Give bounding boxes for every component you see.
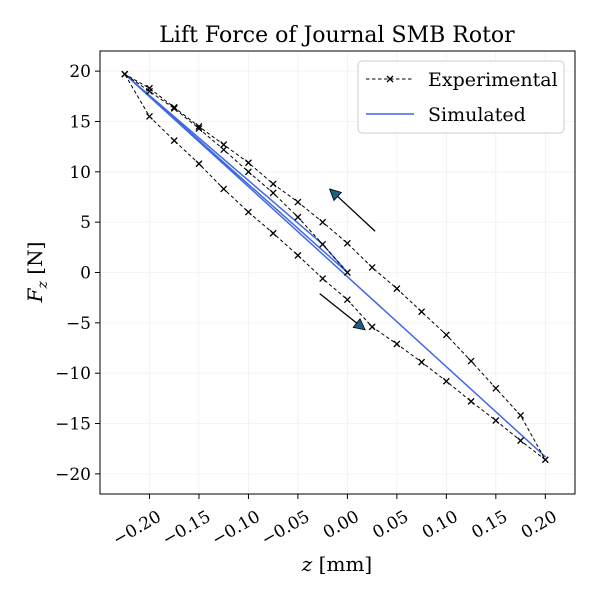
experimental-point-43 xyxy=(121,70,129,78)
experimental-point-23 xyxy=(467,397,475,405)
arrow-head-0 xyxy=(328,188,343,202)
y-tick-label-8: 20 xyxy=(69,62,91,82)
experimental-point-11 xyxy=(170,137,178,145)
x-tick-label-1: −0.15 xyxy=(159,507,214,550)
legend-simulated-label: Simulated xyxy=(428,104,526,126)
experimental-point-27 xyxy=(517,412,525,419)
y-axis-title: Fz [N] xyxy=(23,242,51,304)
y-axis: −20 −15 −10 −5 0 5 10 15 20 xyxy=(55,62,100,485)
experimental-point-19 xyxy=(368,323,376,331)
experimental-point-3 xyxy=(269,189,277,197)
legend-experimental-label: Experimental xyxy=(428,69,558,91)
series-experimental-line xyxy=(124,73,546,461)
chart-title: Lift Force of Journal SMB Rotor xyxy=(159,23,515,48)
experimental-point-22 xyxy=(442,377,450,385)
arrow-shaft-0 xyxy=(337,195,376,232)
y-tick-label-4: 0 xyxy=(80,264,91,284)
experimental-point-35 xyxy=(319,218,327,226)
experimental-point-24 xyxy=(492,417,500,424)
experimental-point-32 xyxy=(393,285,401,293)
experimental-point-36 xyxy=(294,198,302,206)
experimental-point-17 xyxy=(319,275,327,283)
experimental-point-13 xyxy=(220,185,228,193)
experimental-point-28 xyxy=(492,384,500,392)
experimental-point-0 xyxy=(343,269,351,276)
x-axis-title: z [mm] xyxy=(301,552,372,576)
experimental-point-26 xyxy=(541,456,549,464)
experimental-point-16 xyxy=(294,251,302,259)
x-tick-label-2: −0.10 xyxy=(209,507,264,550)
experimental-point-14 xyxy=(244,208,252,216)
experimental-point-15 xyxy=(269,229,277,237)
experimental-point-12 xyxy=(195,160,203,168)
experimental-point-6 xyxy=(195,125,203,132)
arrow-head-1 xyxy=(352,317,366,331)
experimental-point-34 xyxy=(343,239,351,247)
experimental-point-33 xyxy=(368,264,376,271)
experimental-point-25 xyxy=(517,437,525,445)
series-layer xyxy=(121,70,549,464)
x-tick-label-4: 0.00 xyxy=(320,507,363,543)
y-tick-label-3: −5 xyxy=(66,314,91,334)
x-tick-label-6: 0.10 xyxy=(419,507,462,543)
experimental-point-20 xyxy=(393,340,401,348)
experimental-point-10 xyxy=(146,112,153,120)
x-tick-label-0: −0.20 xyxy=(110,507,165,550)
y-tick-label-5: 5 xyxy=(80,213,91,233)
y-tick-label-7: 15 xyxy=(69,112,91,132)
experimental-point-2 xyxy=(294,213,302,221)
experimental-point-37 xyxy=(269,180,277,188)
experimental-point-39 xyxy=(220,141,228,149)
experimental-point-7 xyxy=(170,104,178,112)
legend-experimental-marker xyxy=(386,75,394,83)
experimental-point-18 xyxy=(343,296,351,304)
experimental-point-41 xyxy=(170,103,178,111)
arrow-shaft-1 xyxy=(319,293,358,324)
experimental-point-29 xyxy=(467,357,475,365)
series-simulated-line xyxy=(123,73,547,458)
y-tick-label-1: −15 xyxy=(55,415,91,435)
experimental-point-38 xyxy=(244,159,252,167)
experimental-point-1 xyxy=(319,240,327,248)
x-tick-label-8: 0.20 xyxy=(518,507,561,543)
experimental-point-5 xyxy=(220,146,228,154)
experimental-point-8 xyxy=(146,87,153,95)
x-tick-label-5: 0.05 xyxy=(369,507,412,543)
y-tick-label-0: −20 xyxy=(55,465,91,485)
legend: Experimental Simulated xyxy=(357,60,565,134)
experimental-point-40 xyxy=(195,123,203,130)
experimental-point-30 xyxy=(442,331,450,339)
x-tick-label-3: −0.05 xyxy=(258,507,313,550)
annotation-layer xyxy=(319,188,376,331)
y-tick-label-6: 10 xyxy=(69,163,91,183)
experimental-point-4 xyxy=(244,168,252,176)
y-tick-label-2: −10 xyxy=(55,364,91,384)
experimental-point-42 xyxy=(146,84,153,92)
x-tick-label-7: 0.15 xyxy=(468,507,511,543)
experimental-point-31 xyxy=(418,308,426,316)
x-axis: −0.20−0.15−0.10−0.05 0.00 0.05 0.10 0.15 0.20 xyxy=(110,494,561,550)
experimental-point-21 xyxy=(418,358,426,366)
